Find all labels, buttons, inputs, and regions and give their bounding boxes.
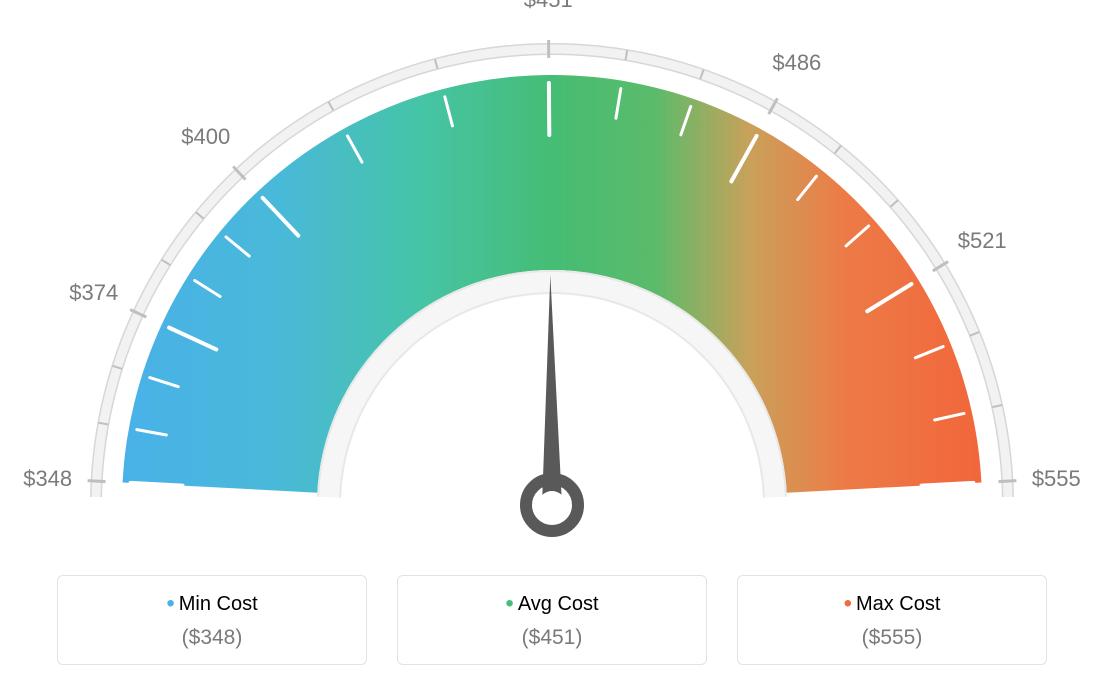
gauge-tick-label: $521 xyxy=(958,228,1007,254)
legend-value-max: ($555) xyxy=(862,626,923,650)
dot-icon: • xyxy=(166,592,174,616)
gauge-tick-label: $555 xyxy=(1032,466,1081,492)
gauge-svg xyxy=(22,0,1082,560)
dot-icon: • xyxy=(844,592,852,616)
gauge-tick-label: $486 xyxy=(772,50,821,76)
dot-icon: • xyxy=(505,592,513,616)
legend-label-max: Max Cost xyxy=(856,593,940,616)
legend-value-min: ($348) xyxy=(182,626,243,650)
gauge-tick-label: $374 xyxy=(69,280,118,306)
legend-card-avg: • Avg Cost ($451) xyxy=(397,575,707,665)
legend-title-avg: • Avg Cost xyxy=(505,592,598,616)
legend-title-max: • Max Cost xyxy=(844,592,941,616)
gauge-tick-label: $348 xyxy=(23,466,72,492)
legend-label-min: Min Cost xyxy=(179,593,258,616)
gauge-tick-label: $400 xyxy=(181,124,230,150)
cost-gauge: $348 $374 $400 $451 $486 $521 $555 xyxy=(0,0,1104,560)
legend-title-min: • Min Cost xyxy=(166,592,257,616)
legend-card-max: • Max Cost ($555) xyxy=(737,575,1047,665)
legend-label-avg: Avg Cost xyxy=(518,593,599,616)
legend-value-avg: ($451) xyxy=(522,626,583,650)
legend-card-min: • Min Cost ($348) xyxy=(57,575,367,665)
gauge-tick-label: $451 xyxy=(524,0,573,13)
legend-row: • Min Cost ($348) • Avg Cost ($451) • Ma… xyxy=(0,575,1104,665)
